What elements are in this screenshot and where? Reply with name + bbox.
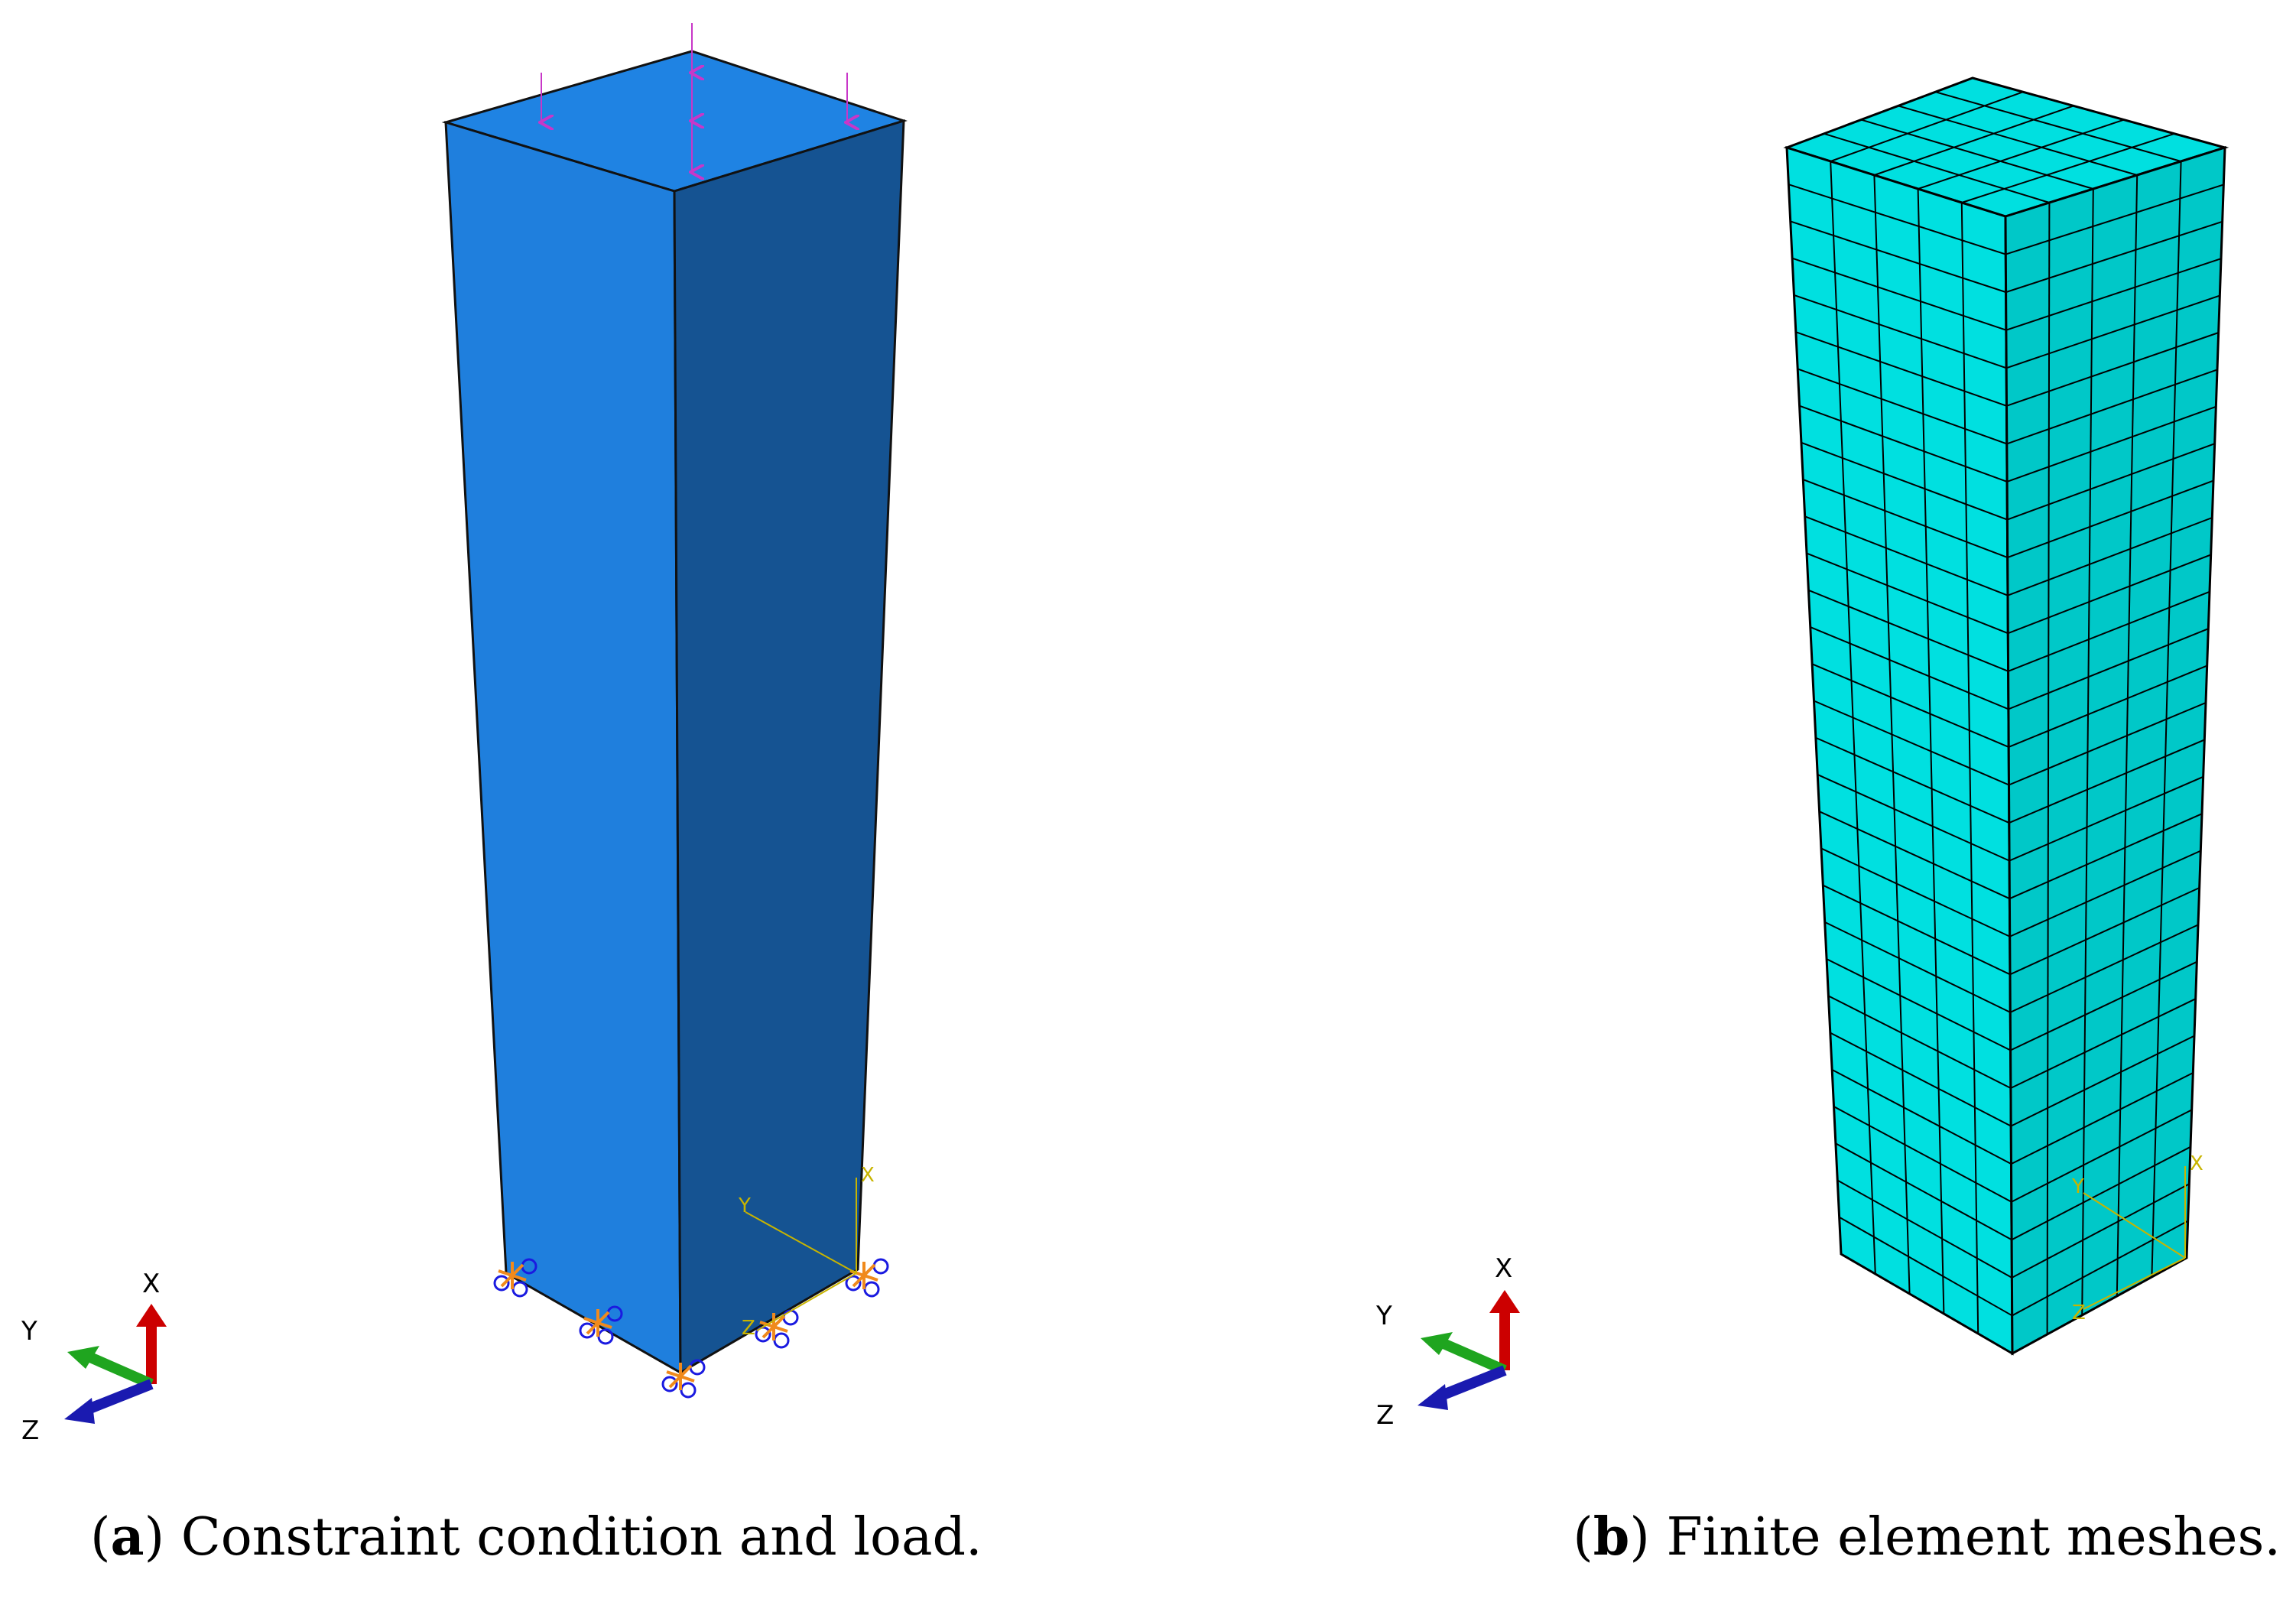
- axis-triad-a: [64, 1304, 167, 1424]
- boundary-constraints: [493, 1258, 889, 1399]
- column-side-face: [673, 119, 905, 1375]
- caption-a: (a) Constraint condition and load.: [90, 1506, 982, 1568]
- mesh-front-face: [1785, 145, 2014, 1356]
- caption-b-text: Finite element meshes.: [1666, 1507, 2281, 1568]
- constraint-symbol: [755, 1309, 799, 1349]
- triad-a-x-label: X: [142, 1269, 160, 1299]
- figure-graphics: X Y Z X Y Z X Y Z X Y Z: [21, 23, 2229, 1446]
- caption-a-letter: a: [110, 1506, 145, 1568]
- constraint-symbol: [579, 1305, 623, 1345]
- local-csys-b-x-label: X: [2190, 1152, 2203, 1175]
- mesh-lines: [1788, 91, 2224, 1335]
- triad-b-x-label: X: [1495, 1253, 1512, 1284]
- local-csys-a: [745, 1178, 857, 1331]
- constraint-symbol: [845, 1258, 889, 1298]
- local-csys-b-z-label: Z: [2072, 1301, 2086, 1324]
- triad-b-y-label: Y: [1375, 1301, 1392, 1331]
- triad-a-y-label: Y: [21, 1316, 37, 1347]
- column-front-face: [444, 120, 682, 1375]
- triad-a-z-label: Z: [21, 1415, 39, 1446]
- column-model-a: [441, 50, 908, 1375]
- local-csys-a-y-label: Y: [738, 1194, 751, 1217]
- constraint-symbol: [661, 1359, 706, 1399]
- local-csys-b: [2083, 1166, 2186, 1310]
- axis-triad-b: [1418, 1290, 1520, 1410]
- caption-b: (b) Finite element meshes.: [1573, 1506, 2281, 1568]
- caption-b-letter: b: [1593, 1506, 1630, 1568]
- caption-a-text: Constraint condition and load.: [180, 1507, 982, 1568]
- column-mesh-b: [1783, 76, 2229, 1356]
- load-arrows: [541, 23, 847, 172]
- constraint-symbol: [493, 1258, 537, 1298]
- local-csys-b-y-label: Y: [2071, 1175, 2084, 1198]
- local-csys-a-z-label: Z: [742, 1317, 755, 1340]
- triad-b-z-label: Z: [1376, 1400, 1394, 1431]
- local-csys-a-x-label: X: [861, 1164, 875, 1187]
